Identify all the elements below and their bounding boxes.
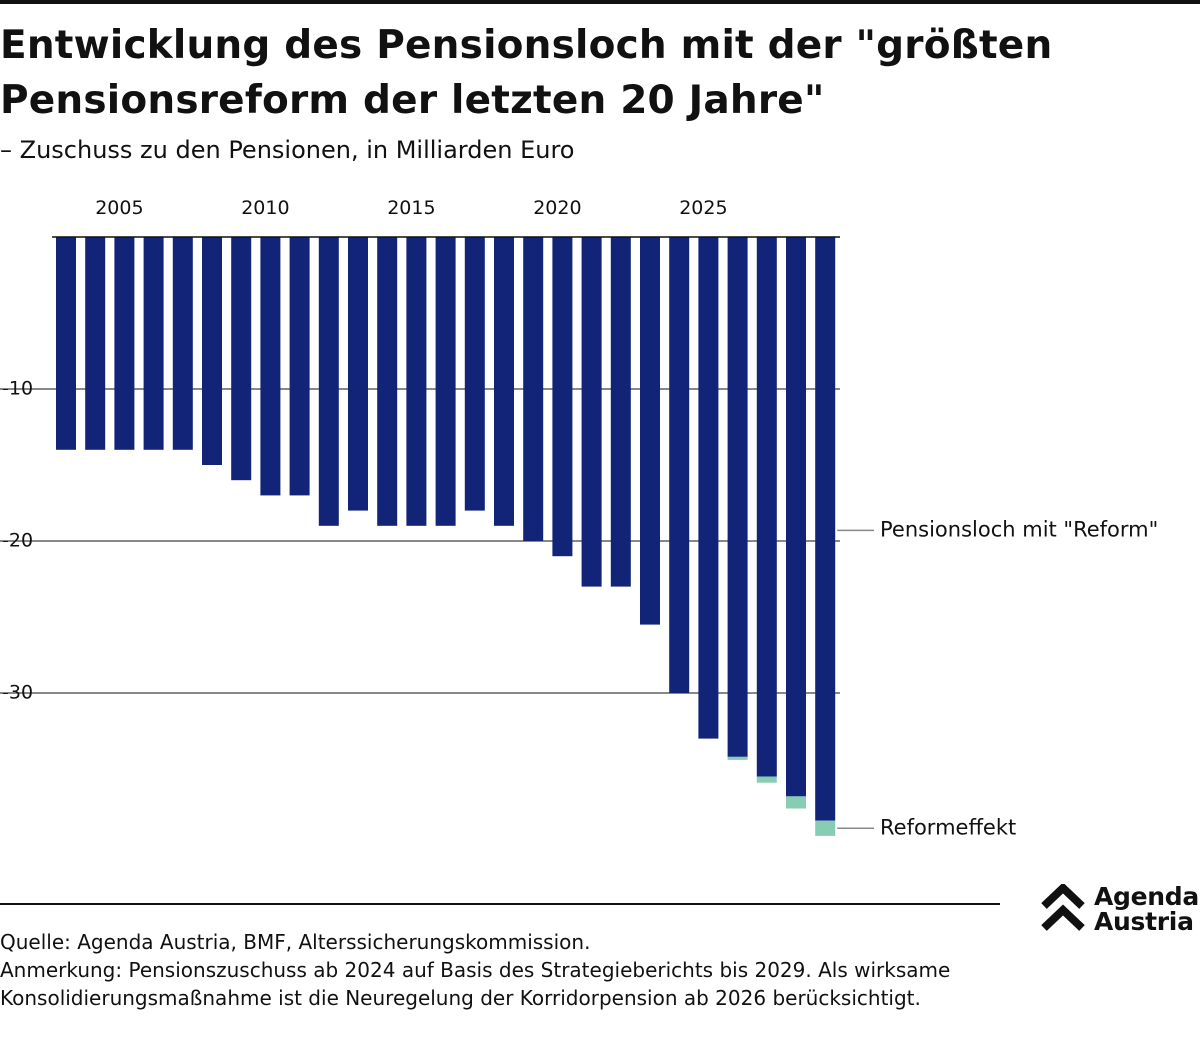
- y-tick-label: -30: [2, 682, 33, 704]
- x-tick-label: 2005: [95, 197, 143, 219]
- bar-pensionsloch: [143, 237, 164, 450]
- bar-pensionsloch: [523, 237, 544, 541]
- bar-pensionsloch: [85, 237, 106, 450]
- bar-pensionsloch: [610, 237, 631, 587]
- bar-pensionsloch: [435, 237, 456, 526]
- agenda-austria-logo: Agenda Austria: [1040, 884, 1200, 940]
- x-tick-label: 2020: [533, 197, 581, 219]
- top-rule: [0, 0, 1200, 4]
- bar-pensionsloch: [727, 237, 748, 757]
- bar-reformeffekt: [727, 756, 748, 760]
- bar-pensionsloch: [172, 237, 193, 450]
- bar-chart: -10 -20 -30 2005 2010 2015 2020 2025 Pensionsloc…: [0, 197, 1158, 839]
- bar-pensionsloch: [114, 237, 135, 450]
- bar-pensionsloch: [318, 237, 339, 526]
- bar-reformeffekt: [756, 776, 777, 783]
- bar-pensionsloch: [581, 237, 602, 587]
- bar-pensionsloch: [640, 237, 660, 625]
- annotation-label: Reformeffekt: [880, 815, 1016, 839]
- bar-pensionsloch: [698, 237, 719, 739]
- source-note: Quelle: Agenda Austria, BMF, Alterssiche…: [0, 930, 591, 954]
- annotation-label: Pensionsloch mit "Reform": [880, 517, 1158, 541]
- bar-pensionsloch: [464, 237, 485, 511]
- logo-line-1: Agenda: [1094, 882, 1199, 911]
- bar-pensionsloch: [56, 237, 76, 450]
- bar-pensionsloch: [260, 237, 281, 496]
- bar-pensionsloch: [552, 237, 573, 557]
- bar-pensionsloch: [348, 237, 368, 511]
- bar-pensionsloch: [815, 237, 836, 821]
- y-tick-label: -10: [2, 378, 33, 400]
- bar-pensionsloch: [406, 237, 427, 526]
- x-tick-label: 2010: [241, 197, 289, 219]
- chart-subtitle: – Zuschuss zu den Pensionen, in Milliard…: [0, 136, 575, 164]
- bar-pensionsloch: [202, 237, 222, 465]
- remark-note: Anmerkung: Pensionszuschuss ab 2024 auf …: [0, 958, 951, 1010]
- bar-reformeffekt: [815, 820, 836, 836]
- chart-title: Entwicklung des Pensionsloch mit der "gr…: [0, 23, 1053, 123]
- footer: Quelle: Agenda Austria, BMF, Alterssiche…: [0, 928, 1000, 1012]
- x-tick-label: 2015: [387, 197, 435, 219]
- footer-rule: [0, 903, 1000, 905]
- y-tick-label: -20: [2, 530, 33, 552]
- bar-pensionsloch: [377, 237, 398, 526]
- logo-line-2: Austria: [1094, 907, 1194, 936]
- logo-wordmark: Agenda Austria: [1094, 884, 1199, 934]
- bar-pensionsloch: [786, 237, 806, 797]
- bar-pensionsloch: [669, 237, 690, 693]
- chevron-up-logo-icon: [1041, 884, 1085, 931]
- x-tick-label: 2025: [679, 197, 727, 219]
- bar-pensionsloch: [494, 237, 514, 526]
- bar-pensionsloch: [289, 237, 310, 496]
- bar-pensionsloch: [756, 237, 777, 777]
- bar-reformeffekt: [786, 796, 806, 809]
- bar-pensionsloch: [231, 237, 252, 481]
